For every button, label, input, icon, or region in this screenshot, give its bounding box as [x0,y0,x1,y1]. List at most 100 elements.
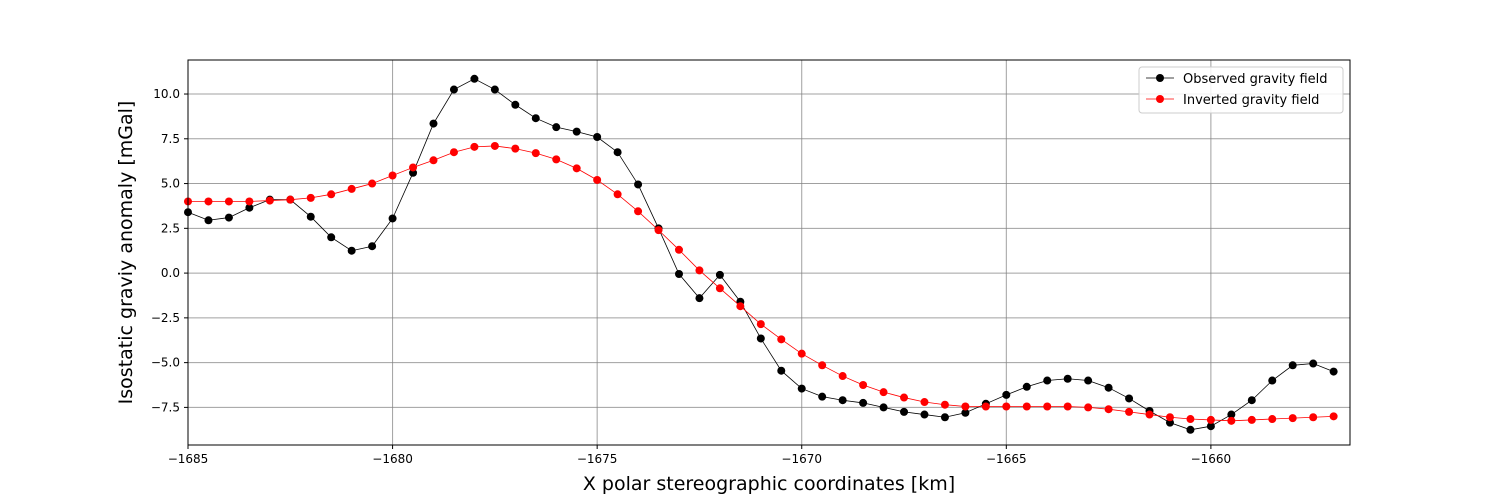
series-1-point [1247,415,1256,424]
series-0-point [531,114,540,123]
series-1-point [1227,416,1236,425]
series-0-point [1186,425,1195,434]
series-1-point [1329,412,1338,421]
series-1-point [245,197,254,206]
series-0-point [715,270,724,279]
series-1-point [613,190,622,199]
series-1-point [981,402,990,411]
series-1-point [429,156,438,165]
series-0-point [940,413,949,422]
series-0-point [429,119,438,128]
series-0-point [961,408,970,417]
series-1-point [900,393,909,402]
series-1-point [572,164,581,173]
series-0-point [388,214,397,223]
series-0-point [1104,383,1113,392]
series-0-point [306,212,315,221]
series-1-point [306,193,315,202]
x-axis-ticks: −1685 −1680 −1675 −1670 −1665 −1660 [168,445,1231,466]
series-0-point [1268,376,1277,385]
series-0-point [368,242,377,251]
series-1-point [204,197,213,206]
series-0-point [1247,396,1256,405]
legend-marker-observed [1156,74,1164,82]
series-0-point [347,246,356,255]
series-0-point [838,396,847,405]
x-axis-label: X polar stereographic coordinates [km] [583,473,955,495]
series-0-point [490,85,499,94]
series-0-point [1227,410,1236,419]
x-tick-label: −1675 [577,452,618,466]
y-tick-label: 7.5 [161,132,180,146]
y-axis-label: Isostatic graviy anomaly [mGal] [115,101,137,405]
series-0-point [245,203,254,212]
y-tick-label: 2.5 [161,221,180,235]
series-1-point [1186,415,1195,424]
y-tick-label: 5.0 [161,177,180,191]
y-axis-ticks: −7.5 −5.0 −2.5 0.0 2.5 5.0 7.5 10.0 [151,87,188,414]
series-1-point [1063,402,1072,411]
series-1-point [859,381,868,390]
legend-marker-inverted [1156,95,1164,103]
series-1-point [1022,402,1031,411]
series-0-point [1002,390,1011,399]
series-0-point [1288,361,1297,370]
series-0-point [449,85,458,94]
series-1-point [1084,403,1093,412]
series-1-point [347,184,356,193]
series-1-point [1165,413,1174,422]
plot-area-frame [187,59,1351,446]
series-0-point [552,123,561,132]
series-0-point [1309,359,1318,368]
series-1-point [879,388,888,397]
series-0-point [900,407,909,416]
series-1-point [593,175,602,184]
series-1-point [1125,407,1134,416]
series-1-point [674,245,683,254]
series-1-point [736,302,745,311]
series-1-point [715,284,724,293]
x-tick-label: −1660 [1191,452,1232,466]
x-tick-label: −1665 [986,452,1027,466]
legend: Observed gravity field Inverted gravity … [1138,66,1344,114]
y-tick-label: 10.0 [153,87,180,101]
x-tick-label: −1670 [781,452,822,466]
series-1-point [286,195,295,204]
series-0-point [327,233,336,242]
series-line-0 [187,78,1334,431]
series-1-point [327,190,336,199]
series-0-point [572,127,581,136]
series-1-point [1206,415,1215,424]
series-1-point [818,361,827,370]
y-tick-label: −5.0 [151,356,180,370]
series-1-point [511,144,520,153]
y-tick-label: 0.0 [161,266,180,280]
x-tick-label: −1685 [168,452,209,466]
series-0-point [593,133,602,141]
series-1-point [470,142,479,151]
series-1-point [940,400,949,409]
series-0-point [695,294,704,303]
series-0-point [204,216,213,225]
x-tick-label: −1680 [372,452,413,466]
series-1-point [368,179,377,188]
series-1-point [777,335,786,344]
series-line-1 [188,145,1334,422]
series-0-point [879,403,888,412]
series-1-point [449,148,458,157]
series-0-point [1125,394,1134,403]
series-1-point [388,171,397,180]
series-1-point [920,398,929,407]
series-0-point [674,269,683,278]
series-1-point [961,402,970,411]
series-0-point [1043,376,1052,385]
series-1-point [838,372,847,381]
series-0-point [224,213,233,222]
legend-label-inverted: Inverted gravity field [1183,93,1319,108]
series-0-point [777,366,786,375]
series-1-point [1145,410,1154,419]
series-1-point [409,163,418,172]
series-1-point [1288,414,1297,423]
series-0-point [511,100,520,109]
